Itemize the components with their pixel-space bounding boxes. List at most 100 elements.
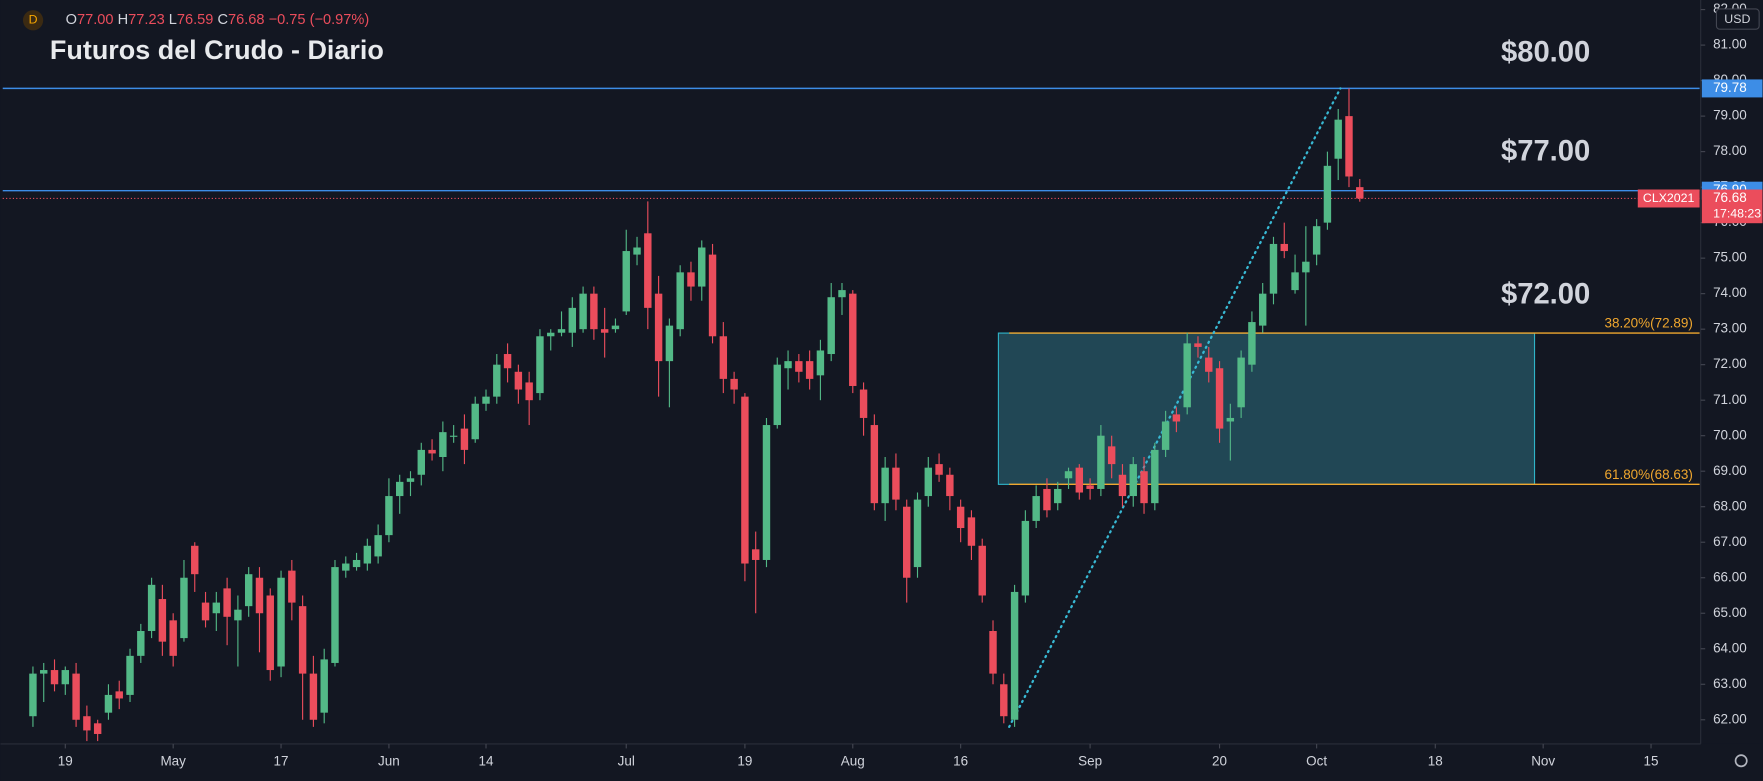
candle-body [687, 272, 695, 287]
candle-body [104, 694, 113, 713]
currency-button[interactable]: USD [1715, 8, 1760, 30]
x-tick-label: Aug [841, 753, 865, 768]
candle-body [859, 389, 868, 418]
plot-area: 38.20%(72.89) 61.80%(68.63) $80.00 $77.00 $7… [2, 37, 1700, 742]
y-tick-label: 66.00 [1713, 569, 1747, 584]
candle-body [428, 449, 436, 454]
candle-body [1269, 243, 1278, 294]
candle-body [881, 467, 889, 504]
candle-body [72, 673, 80, 720]
x-tick-label: Oct [1306, 753, 1327, 768]
candle-body [1280, 243, 1288, 252]
candle-body [158, 599, 167, 642]
candle-body [622, 251, 630, 312]
x-tick-label: May [160, 753, 186, 768]
x-tick-label: 14 [479, 753, 494, 768]
candle-body [460, 428, 469, 450]
legend-key: L [169, 12, 177, 28]
candle-body [1215, 368, 1224, 429]
candle-body [1226, 417, 1235, 422]
candle-body [1194, 343, 1202, 347]
trend-line [1008, 87, 1342, 728]
candle-body [1323, 165, 1332, 223]
x-tick-label: 16 [953, 753, 968, 768]
x-tick-label: 15 [1644, 753, 1659, 768]
candle-body [1161, 421, 1170, 450]
candle-body [719, 336, 728, 379]
symbol-label: CLX2021 [1643, 191, 1695, 205]
candle-body [1356, 187, 1364, 199]
candle-body [439, 432, 447, 458]
candle-body [708, 254, 717, 337]
x-tick-label: Nov [1531, 753, 1555, 768]
gear[interactable] [1734, 754, 1748, 768]
x-tick-label: Jun [378, 753, 400, 768]
candle-body [93, 723, 102, 734]
y-tick-label: 70.00 [1713, 427, 1747, 442]
y-tick-label: 72.00 [1713, 356, 1747, 371]
candle-body [978, 545, 986, 596]
price-badge-label: 79.78 [1713, 80, 1747, 95]
candle-body [579, 293, 587, 330]
candle-body [1129, 464, 1137, 497]
candle-body [838, 290, 846, 298]
candle-body [1334, 119, 1342, 159]
candle-body [234, 609, 242, 621]
fib-zone [997, 332, 1536, 485]
candle-body [913, 499, 922, 568]
legend-change: −0.75 (−0.97%) [269, 12, 370, 28]
candle-body [1302, 261, 1310, 273]
candle-body [255, 577, 264, 614]
candle-body [363, 545, 372, 564]
candle-body [946, 474, 954, 497]
y-tick-label: 65.00 [1713, 605, 1747, 620]
candle-body [40, 670, 48, 674]
candle-body [557, 329, 566, 333]
candle-body [773, 364, 781, 426]
candle-body [169, 620, 177, 656]
candle-body [870, 425, 879, 504]
candle-body [827, 297, 835, 355]
y-tick-label: 64.00 [1713, 640, 1747, 655]
price-annotation: $80.00 [1501, 37, 1590, 69]
candle-body [1118, 474, 1127, 497]
candle-body [223, 588, 231, 617]
fib-label: 38.20%(72.89) [1604, 316, 1692, 331]
y-tick-label: 67.00 [1713, 534, 1747, 549]
legend-value: 76.59 [177, 12, 214, 28]
symbol-badge-bg [22, 10, 44, 31]
price-annotation: $72.00 [1501, 278, 1590, 310]
candle-body [385, 496, 393, 536]
candle-body [1258, 293, 1267, 326]
candle-body [1151, 449, 1159, 504]
price-badge [1701, 79, 1763, 98]
candle-body [266, 595, 274, 671]
candle-body [698, 247, 706, 287]
legend-value: 76.68 [228, 12, 265, 28]
candle-body [471, 403, 479, 440]
candle-body [201, 602, 210, 621]
candle-body [676, 272, 684, 330]
fib-label: 61.80%(68.63) [1604, 467, 1692, 482]
candle-body [805, 361, 814, 379]
candle-body [1086, 485, 1094, 489]
candle-body [1043, 488, 1051, 511]
candle-body [1054, 488, 1062, 504]
currency-box[interactable] [1715, 8, 1760, 30]
settings-icon[interactable] [1734, 754, 1748, 768]
candle-body [924, 467, 932, 497]
candle-body [1172, 414, 1181, 422]
candle-body [503, 354, 512, 369]
candle-body [784, 361, 792, 369]
candle-body [1000, 684, 1008, 717]
legend-key: C [217, 12, 228, 28]
candle-body [600, 329, 609, 333]
legend-value: 77.23 [128, 12, 165, 28]
candle-body [1237, 357, 1245, 408]
candle-body [191, 545, 199, 575]
candle-body [396, 481, 404, 497]
legend-key: O [66, 12, 77, 28]
candle-body [1183, 343, 1191, 408]
currency-label[interactable]: USD [1724, 12, 1750, 26]
candle-body [1248, 322, 1256, 365]
